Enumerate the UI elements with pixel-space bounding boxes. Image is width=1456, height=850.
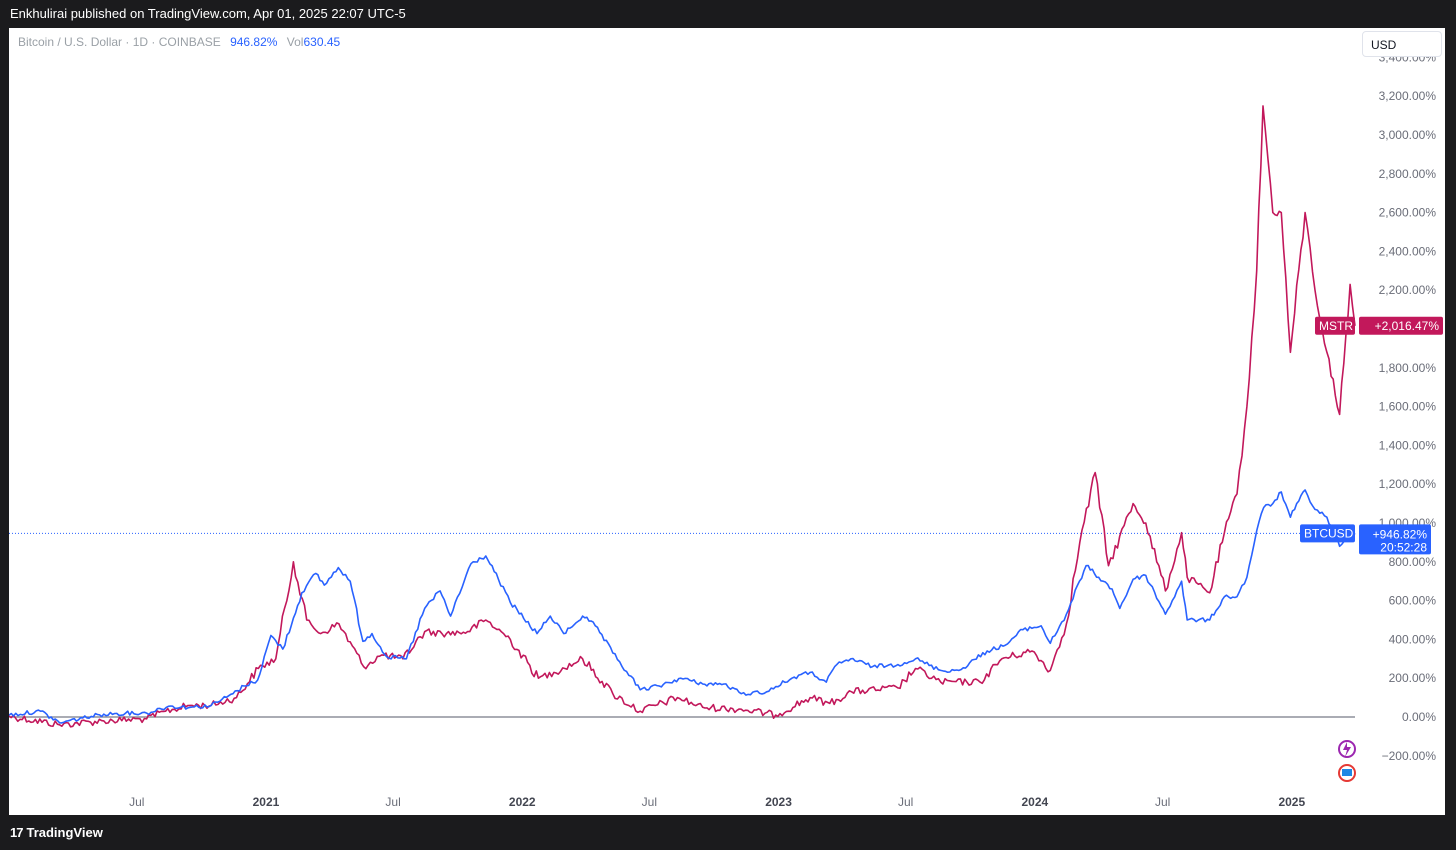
currency-button[interactable]: USD	[1362, 31, 1442, 57]
x-tick-label: Jul	[1155, 795, 1170, 809]
btcusd-series-line[interactable]	[9, 489, 1356, 724]
legend-symbol[interactable]: Bitcoin / U.S. Dollar · 1D · COINBASE	[18, 35, 221, 49]
y-tick-label: 600.00%	[1389, 594, 1437, 608]
x-tick-label: Jul	[385, 795, 400, 809]
event-lightning-icon[interactable]	[1338, 740, 1356, 758]
btc-countdown-label: 20:52:28	[1380, 540, 1427, 554]
x-tick-label: 2021	[253, 795, 280, 809]
mstr-series-line[interactable]	[9, 105, 1356, 728]
y-tick-label: 1,400.00%	[1379, 438, 1437, 452]
y-tick-label: 2,200.00%	[1379, 283, 1437, 297]
y-tick-label: 1,200.00%	[1379, 477, 1437, 491]
mstr-name-label: MSTR	[1319, 319, 1353, 333]
y-tick-label: 0.00%	[1402, 710, 1436, 724]
tradingview-logo-text: TradingView	[26, 825, 103, 840]
tradingview-logo-icon: 17	[10, 825, 24, 840]
y-tick-label: 200.00%	[1389, 671, 1437, 685]
y-tick-label: 400.00%	[1389, 632, 1437, 646]
publisher-header: Enkhulirai published on TradingView.com,…	[0, 0, 1456, 28]
price-chart[interactable]: −200.00% 0.00% 200.00% 400.00% 600.00% 800.00…	[9, 28, 1445, 815]
btc-value-label-bg	[1359, 524, 1431, 555]
flag-glyph-icon	[1342, 769, 1352, 776]
currency-label: USD	[1371, 38, 1397, 52]
chart-legend[interactable]: Bitcoin / U.S. Dollar · 1D · COINBASE 94…	[18, 35, 340, 49]
btc-value-label: +946.82%	[1373, 527, 1428, 541]
publisher-text: Enkhulirai published on TradingView.com,…	[10, 6, 406, 21]
x-tick-label: 2022	[509, 795, 536, 809]
mstr-value-label: +2,016.47%	[1375, 319, 1440, 333]
legend-value: 946.82%	[230, 35, 278, 49]
mstr-value-label-bg	[1359, 316, 1443, 335]
y-tick-label: 3,200.00%	[1379, 89, 1437, 103]
y-tick-label: 2,400.00%	[1379, 244, 1437, 258]
y-tick-label: 1,800.00%	[1379, 361, 1437, 375]
y-tick-label: 3,000.00%	[1379, 128, 1437, 142]
x-tick-label: 2024	[1021, 795, 1048, 809]
legend-volume-label: Vol	[286, 35, 304, 49]
x-tick-label: Jul	[129, 795, 144, 809]
y-tick-label: 2,800.00%	[1379, 167, 1437, 181]
footer: 17 TradingView	[0, 815, 1456, 850]
lightning-glyph-icon	[1343, 742, 1351, 757]
tradingview-logo[interactable]: 17 TradingView	[10, 825, 103, 840]
btc-name-label-bg	[1300, 524, 1355, 543]
mstr-name-label-bg	[1315, 316, 1355, 335]
y-tick-label: 800.00%	[1389, 555, 1437, 569]
x-tick-label: Jul	[898, 795, 913, 809]
y-tick-label: −200.00%	[1382, 749, 1437, 763]
x-tick-label: 2025	[1278, 795, 1305, 809]
x-tick-label: 2023	[765, 795, 792, 809]
legend-volume-value: 630.45	[303, 35, 341, 49]
chart-panel[interactable]: −200.00% 0.00% 200.00% 400.00% 600.00% 800.00…	[9, 28, 1445, 815]
y-tick-label: 2,600.00%	[1379, 206, 1437, 220]
btc-name-label: BTCUSD	[1304, 526, 1354, 540]
y-tick-label: 1,600.00%	[1379, 400, 1437, 414]
x-tick-label: Jul	[642, 795, 657, 809]
